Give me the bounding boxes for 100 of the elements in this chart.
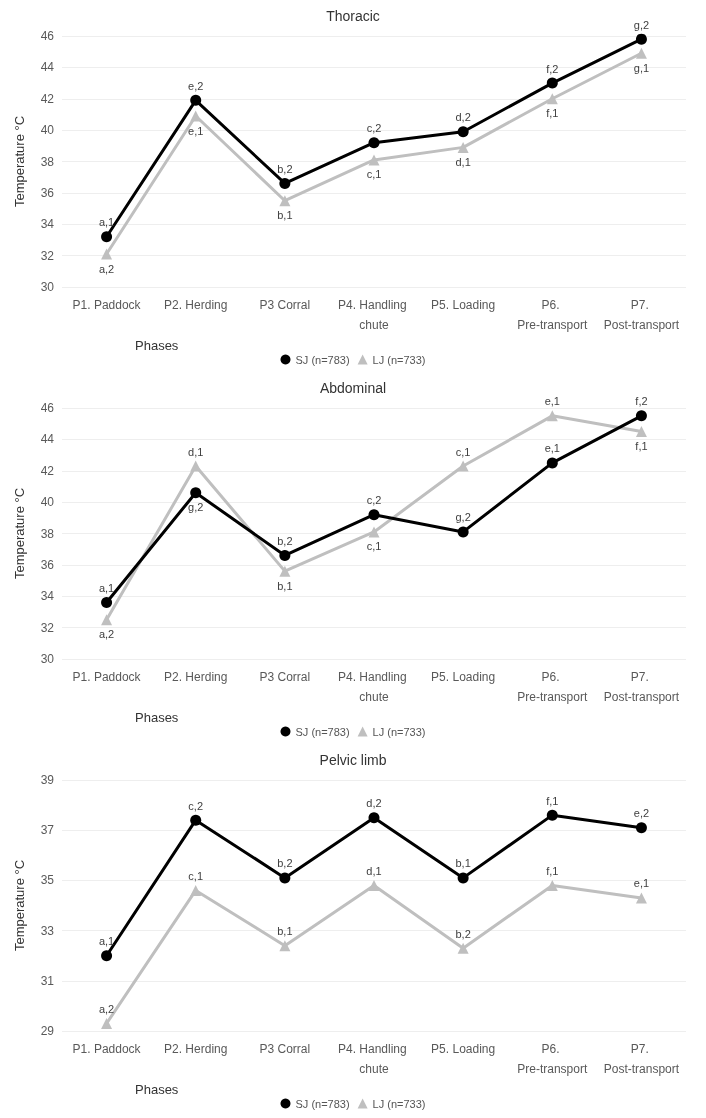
point	[279, 565, 291, 577]
annotation: f,2	[635, 395, 648, 408]
annotation: e,2	[633, 807, 650, 820]
y-tick-label: 34	[40, 217, 55, 232]
point	[457, 141, 469, 153]
x-tick-label: P5. Loading	[431, 298, 496, 312]
y-tick-label: 31	[40, 973, 55, 988]
annotation: b,2	[277, 162, 293, 175]
x-tick-label: P2. Herding	[164, 1042, 228, 1056]
point	[457, 872, 469, 884]
point	[101, 1017, 113, 1029]
point	[101, 231, 113, 243]
x-tick-label: P5. Loading	[431, 1042, 496, 1056]
y-tick-label: 34	[40, 589, 55, 604]
y-tick-label: 38	[40, 154, 55, 169]
x-tick-label: P3 Corral	[259, 298, 311, 312]
point	[279, 940, 291, 952]
point	[457, 526, 469, 538]
point	[635, 410, 647, 422]
x-tick-label: P1. Paddock	[72, 1042, 142, 1056]
chart-title: Thoracic	[326, 8, 380, 24]
annotation: b,2	[455, 927, 471, 940]
point	[279, 872, 291, 884]
annotation: c,1	[455, 445, 471, 458]
annotation: a,1	[98, 216, 115, 229]
y-axis-title: Temperature °C	[12, 115, 27, 208]
y-tick-label: 35	[40, 873, 55, 888]
x-tick-label: P3 Corral	[259, 1042, 311, 1056]
y-tick-label: 32	[40, 248, 55, 263]
annotation: b,1	[277, 579, 293, 592]
x-tick-label: P7. Post-transport	[603, 1042, 680, 1076]
annotation: b,1	[455, 857, 471, 870]
y-tick-label: 42	[40, 91, 55, 106]
y-tick-label: 30	[40, 652, 55, 666]
point	[279, 177, 291, 189]
y-tick-label: 29	[40, 1024, 55, 1038]
point	[546, 77, 558, 89]
annotation: e,1	[633, 877, 650, 890]
point	[546, 809, 558, 821]
x-tick-label: P1. Paddock	[72, 298, 142, 312]
point	[190, 884, 202, 896]
x-tick-label: P6. Pre-transport	[517, 1042, 588, 1076]
x-tick-label: P4. Handling chute	[337, 1042, 411, 1076]
annotation: c,2	[188, 799, 204, 812]
y-tick-label: 30	[40, 280, 55, 294]
x-tick-label: P7. Post-transport	[603, 298, 680, 332]
point	[546, 457, 558, 469]
annotation: c,1	[366, 168, 382, 181]
point	[457, 942, 469, 954]
x-tick-label: P6. Pre-transport	[517, 670, 588, 704]
legend-label: SJ (n=783)	[295, 725, 350, 738]
x-tick-label: P2. Herding	[164, 298, 228, 312]
legend-label: LJ (n=733)	[372, 353, 426, 366]
point	[279, 549, 291, 561]
annotation: d,1	[366, 864, 382, 877]
y-tick-label: 40	[40, 123, 55, 138]
point	[635, 892, 647, 904]
annotation: d,1	[455, 155, 471, 168]
annotation: c,1	[188, 869, 204, 882]
point	[546, 879, 558, 891]
point	[190, 487, 202, 499]
y-tick-label: 44	[40, 432, 55, 447]
point	[101, 950, 113, 962]
chart-title: Abdominal	[319, 380, 387, 396]
point	[368, 137, 380, 149]
y-tick-label: 44	[40, 60, 55, 75]
y-tick-label: 36	[40, 557, 55, 572]
annotation: a,1	[98, 935, 115, 948]
point	[546, 410, 558, 422]
annotation: c,1	[366, 540, 382, 553]
y-axis-title: Temperature °C	[12, 859, 27, 952]
annotation: e,1	[544, 442, 560, 455]
point	[635, 47, 647, 59]
annotation: g,2	[633, 18, 650, 31]
x-tick-label: P5. Loading	[431, 670, 496, 684]
annotation: a,2	[98, 1002, 115, 1015]
y-tick-label: 33	[40, 923, 55, 938]
y-tick-label: 40	[40, 495, 55, 510]
annotation: a,1	[98, 582, 115, 595]
y-tick-label: 37	[40, 823, 55, 838]
annotation: b,1	[277, 925, 293, 938]
annotation: d,2	[455, 111, 471, 124]
point	[368, 154, 380, 166]
x-axis-title: Phases	[135, 338, 179, 353]
point	[190, 814, 202, 826]
annotation: f,1	[546, 794, 559, 807]
x-tick-label: P1. Paddock	[72, 670, 142, 684]
annotation: c,2	[366, 122, 382, 135]
x-tick-label: P3 Corral	[259, 670, 311, 684]
x-tick-label: P6. Pre-transport	[517, 298, 588, 332]
annotation: g,2	[455, 511, 471, 524]
annotation: e,1	[188, 124, 204, 137]
point	[457, 126, 469, 138]
y-tick-label: 46	[40, 29, 55, 43]
legend-label: SJ (n=783)	[295, 1097, 350, 1110]
y-tick-label: 46	[40, 401, 55, 415]
point	[635, 426, 647, 438]
annotation: g,2	[188, 501, 204, 514]
x-tick-label: P7. Post-transport	[603, 670, 680, 704]
annotation: a,2	[98, 262, 115, 275]
